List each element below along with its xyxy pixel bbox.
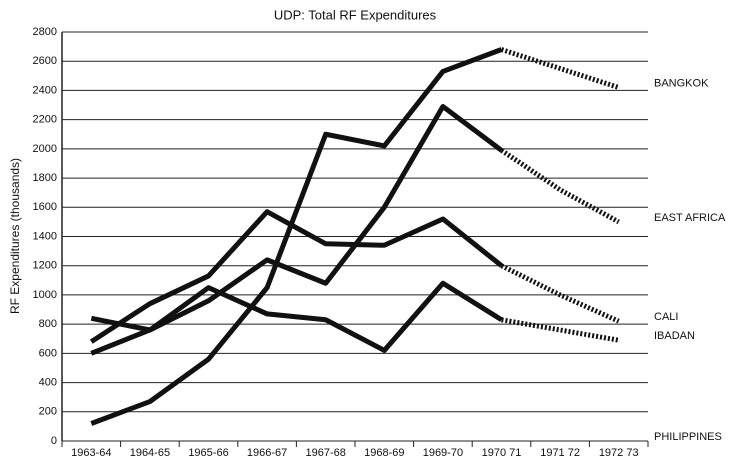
projected-line bbox=[501, 317, 620, 343]
y-tick-label: 2600 bbox=[33, 55, 57, 67]
projected-line bbox=[500, 148, 620, 225]
y-axis-label: RF Expenditures (thousands) bbox=[8, 158, 22, 314]
x-tick-label: 1964-65 bbox=[130, 447, 170, 459]
x-tick-label: 1972 73 bbox=[599, 447, 639, 459]
y-tick-label: 2000 bbox=[33, 143, 57, 155]
y-tick-label: 2800 bbox=[33, 26, 57, 38]
x-tick-label: 1965-66 bbox=[188, 447, 228, 459]
y-tick-label: 1400 bbox=[33, 230, 57, 242]
series-line bbox=[90, 280, 503, 353]
projected-line bbox=[500, 263, 620, 324]
y-tick-label: 600 bbox=[39, 347, 57, 359]
y-tick-label: 0 bbox=[51, 435, 57, 447]
y-tick-label: 400 bbox=[39, 376, 57, 388]
chart-title: UDP: Total RF Expenditures bbox=[274, 7, 437, 22]
y-tick-label: 1200 bbox=[33, 260, 57, 272]
series-line bbox=[90, 47, 503, 426]
x-tick-label: 1971 72 bbox=[540, 447, 580, 459]
x-tick-label: 1969-70 bbox=[423, 447, 463, 459]
x-tick-label: 1963-64 bbox=[71, 447, 111, 459]
y-tick-label: 800 bbox=[39, 318, 57, 330]
y-tick-label: 1600 bbox=[33, 201, 57, 213]
series-label: IBADAN bbox=[654, 330, 695, 342]
projected-line bbox=[500, 47, 620, 90]
y-tick-label: 200 bbox=[39, 406, 57, 418]
x-tick-label: 1967-68 bbox=[306, 447, 346, 459]
y-tick-label: 1000 bbox=[33, 289, 57, 301]
y-tick-label: 1800 bbox=[33, 172, 57, 184]
series-label: BANGKOK bbox=[654, 77, 709, 89]
series-label: EAST AFRICA bbox=[654, 212, 726, 224]
series-label: PHILIPPINES bbox=[654, 431, 722, 443]
y-tick-label: 2200 bbox=[33, 114, 57, 126]
series-line bbox=[89, 209, 504, 344]
x-tick-label: 1966-67 bbox=[247, 447, 287, 459]
y-tick-label: 2400 bbox=[33, 84, 57, 96]
series-label: CALI bbox=[654, 311, 678, 323]
x-tick-label: 1968-69 bbox=[364, 447, 404, 459]
x-tick-label: 1970 71 bbox=[482, 447, 522, 459]
